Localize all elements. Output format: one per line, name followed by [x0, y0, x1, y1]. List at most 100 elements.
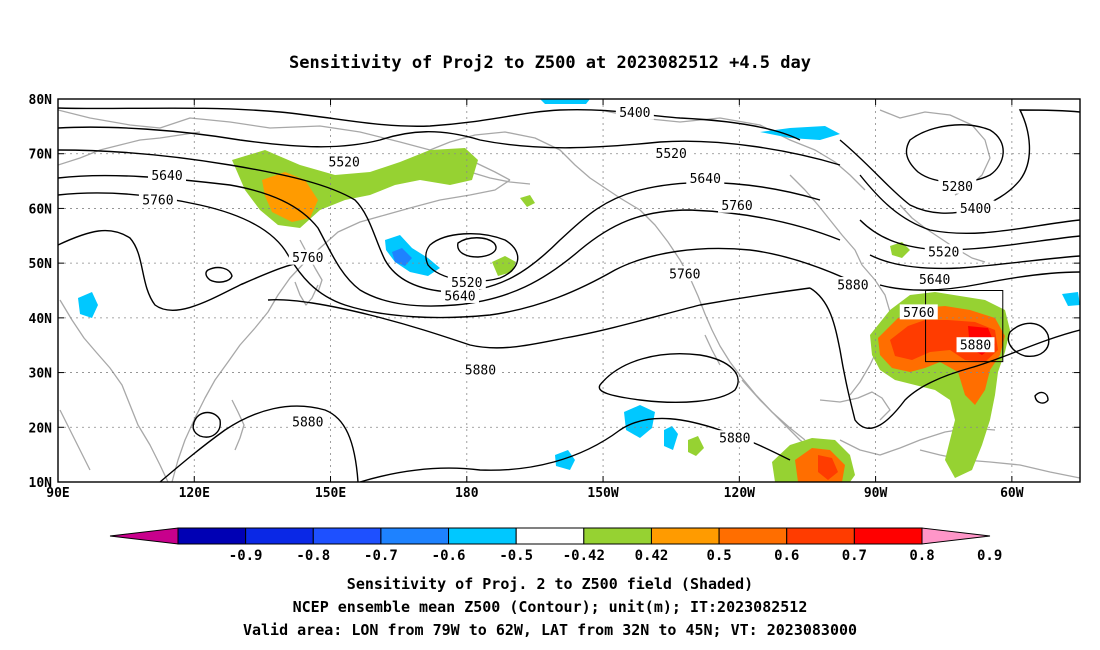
contour-label-bg: [938, 178, 977, 194]
colorbar-segment: [786, 527, 855, 545]
shaded-area-orange: [262, 172, 318, 222]
colorbar-segment: [177, 527, 247, 545]
colorbar-label: 0.8: [909, 548, 934, 564]
contour-label-bg: [833, 277, 872, 293]
contour-label-bg: [447, 274, 486, 290]
colorbar-label: -0.8: [296, 548, 330, 564]
contour-label-bg: [715, 430, 754, 446]
z500-contours: [58, 107, 1080, 482]
contour-label: 5880: [465, 363, 496, 378]
contour-line: [58, 126, 841, 166]
contour-label: 5760: [721, 199, 752, 214]
contour-label: 5640: [444, 289, 475, 304]
contour-line: [1007, 322, 1050, 357]
contour-line: [879, 271, 1080, 291]
colorbar-label: 0.7: [842, 548, 867, 564]
shaded-area-blue-small: [1062, 292, 1080, 306]
colorbar: -0.9 -0.8 -0.7 -0.6 -0.5 -0.42 0.42 0.5 0.6 0.7 0.…: [109, 527, 1002, 564]
contour-label: 5400: [960, 202, 991, 217]
contour-label-bg: [899, 304, 938, 320]
colorbar-label: -0.6: [432, 548, 466, 564]
colorbar-label: 0.9: [977, 548, 1002, 564]
contour-label: 5760: [903, 306, 934, 321]
colorbar-segment: [312, 527, 382, 545]
lon-tick-label: 90E: [46, 486, 69, 501]
colorbar-segment: [448, 527, 517, 545]
lon-tick-label: 60W: [1000, 486, 1024, 501]
shaded-area-blue-small: [664, 426, 678, 450]
shaded-area-blue-small: [540, 99, 590, 104]
latitude-axis: 80N 70N 60N 50N 40N 30N 20N 10N: [29, 93, 1080, 491]
shaded-area-green-small: [688, 436, 704, 456]
colorbar-segment: [380, 527, 450, 545]
contour-line: [58, 229, 321, 311]
shaded-area-blue-small: [555, 450, 575, 470]
caption-line-3: Valid area: LON from 79W to 62W, LAT fro…: [243, 621, 857, 639]
colorbar-segment: [245, 527, 314, 545]
shaded-area-blue-small: [760, 126, 840, 140]
contour-label-bg: [956, 337, 995, 353]
contour-line: [58, 192, 871, 319]
lon-tick-label: 150E: [315, 486, 346, 501]
contour-label: 5520: [928, 246, 959, 261]
lon-tick-label: 180: [455, 486, 479, 501]
contour-label-bg: [138, 192, 177, 208]
map-frame: [57, 98, 1081, 483]
colorbar-segment: [853, 527, 923, 545]
contour-line: [598, 353, 739, 404]
gridlines: [58, 99, 1080, 482]
lon-tick-label: 120W: [724, 486, 755, 501]
contour-label: 5640: [151, 169, 182, 184]
contour-label: 5880: [719, 432, 750, 447]
lon-tick-label: 120E: [179, 486, 210, 501]
contour-line: [159, 405, 359, 482]
contour-label: 5760: [142, 194, 173, 209]
colorbar-label: -0.7: [364, 548, 398, 564]
contour-line: [192, 411, 221, 438]
shaded-area-blue-dark: [392, 248, 412, 266]
colorbar-segment: [583, 527, 652, 545]
contour-label: 5640: [919, 273, 950, 288]
contour-label-bg: [148, 167, 187, 183]
valid-area-box: [925, 290, 1004, 363]
lat-tick-label: 60N: [29, 202, 53, 217]
shaded-area-blue: [385, 235, 440, 276]
caption-line-1: Sensitivity of Proj. 2 to Z500 field (Sh…: [347, 575, 753, 593]
contour-label: 5760: [292, 251, 323, 266]
colorbar-segment: [921, 527, 991, 545]
caption-line-2: NCEP ensemble mean Z500 (Contour); unit(…: [293, 598, 808, 616]
colorbar-label: 0.42: [635, 548, 669, 564]
contour-line: [267, 287, 811, 349]
contour-line: [839, 109, 1080, 214]
contour-line: [905, 124, 1004, 183]
contour-line: [359, 417, 791, 482]
contour-label: 5760: [669, 268, 700, 283]
contour-line: [859, 174, 1080, 235]
shaded-area-green-small: [890, 242, 910, 258]
contour-label: 5880: [837, 279, 868, 294]
lat-tick-label: 70N: [29, 148, 53, 163]
contour-label: 5400: [619, 106, 650, 121]
lat-tick-label: 50N: [29, 257, 53, 272]
contour-label-bg: [915, 271, 954, 287]
colorbar-label: 0.6: [774, 548, 799, 564]
contour-label: 5880: [292, 415, 323, 430]
shaded-area-red: [818, 455, 838, 480]
contour-label-bg: [461, 361, 500, 377]
contour-label-bg: [924, 244, 963, 260]
colorbar-segment: [109, 527, 179, 545]
contour-label: 5520: [451, 276, 482, 291]
figure-title: Sensitivity of Proj2 to Z500 at 20230825…: [289, 53, 811, 73]
contour-line: [809, 287, 1080, 429]
contour-line: [457, 237, 497, 258]
contour-label-bg: [686, 170, 725, 186]
shaded-area-green-small: [520, 195, 535, 207]
contour-label: 5280: [942, 180, 973, 195]
longitude-axis: 90E 120E 150E 180 150W 120W 90W 60W: [46, 99, 1024, 501]
contour-label-bg: [665, 266, 704, 282]
lon-tick-label: 150W: [587, 486, 618, 501]
contour-line: [425, 232, 519, 282]
lat-tick-label: 40N: [29, 312, 53, 327]
contour-label: 5640: [690, 172, 721, 187]
